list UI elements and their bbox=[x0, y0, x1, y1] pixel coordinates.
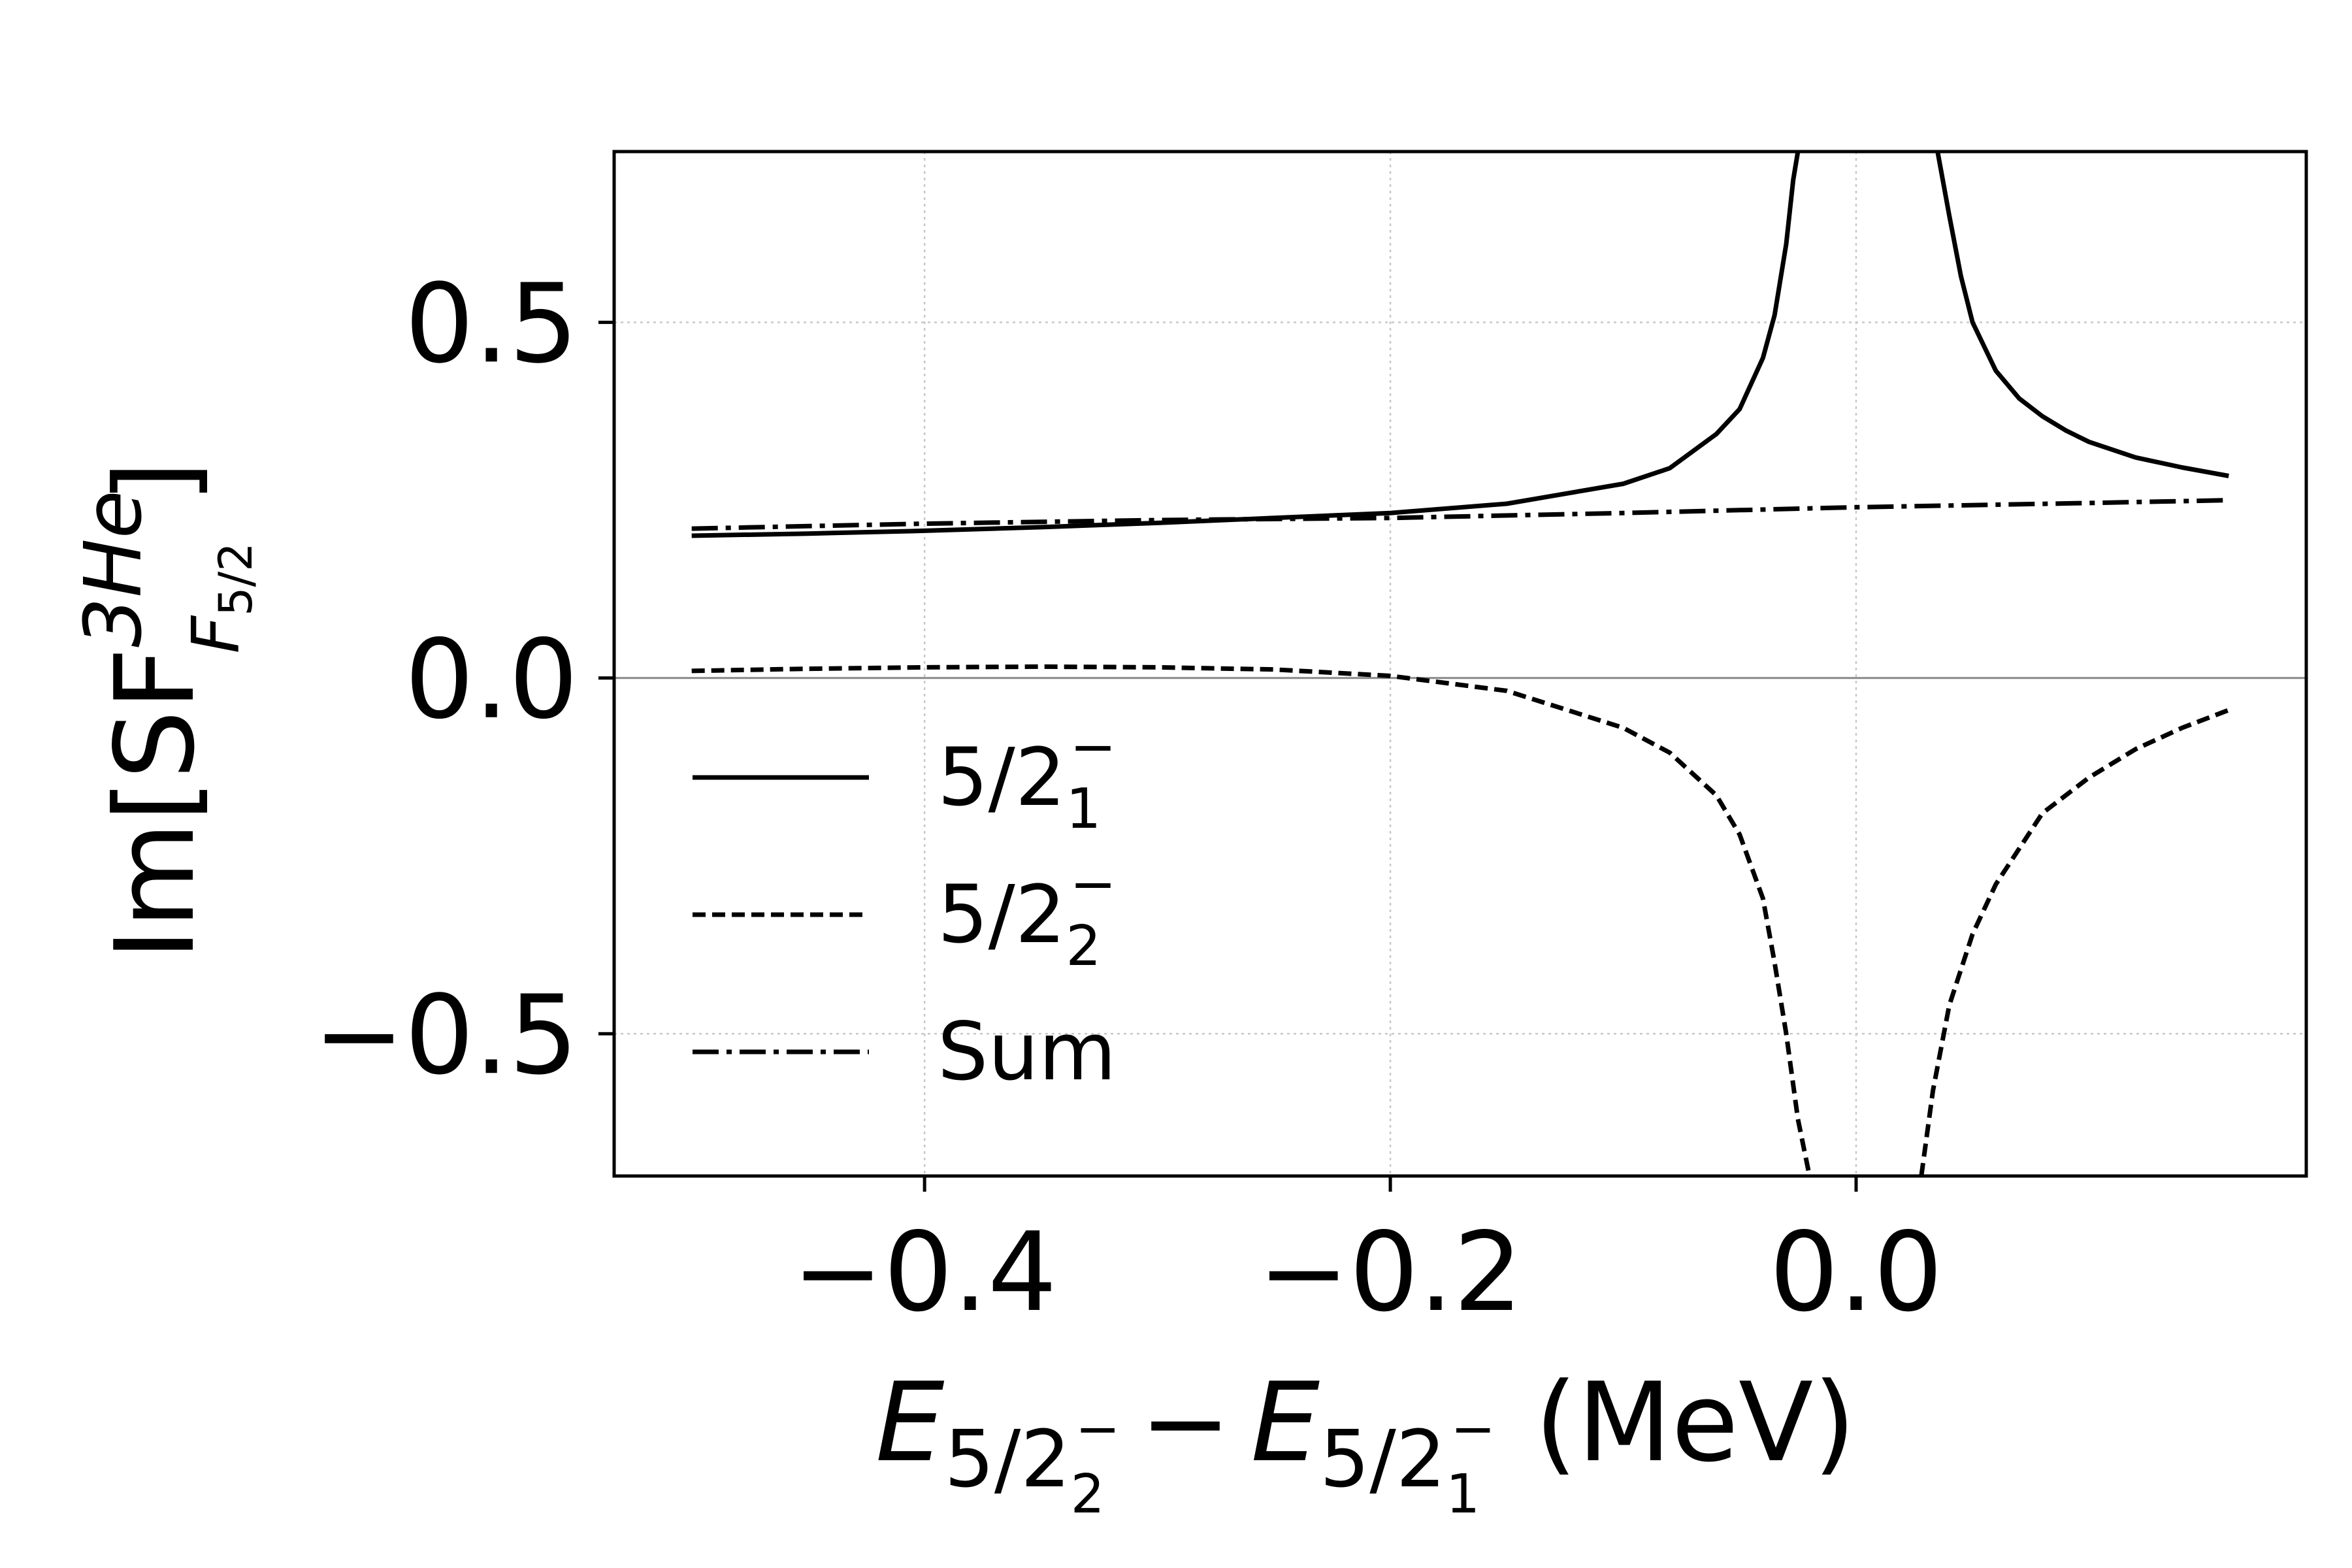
x-axis-label: E5/22− − E5/21− (MeV) bbox=[875, 1360, 1855, 1526]
plot-frame bbox=[612, 150, 2308, 1178]
x-tick-label-2: 0.0 bbox=[1769, 1209, 1943, 1336]
series-line-1-seg-0 bbox=[691, 664, 1812, 1177]
y-axis-label: Im[SF3He F5/2] bbox=[69, 461, 263, 960]
x-tick-label-1: −0.2 bbox=[1258, 1209, 1523, 1336]
y-tick-label-1: 0.0 bbox=[404, 617, 578, 743]
series-line-2-seg-0 bbox=[691, 498, 2229, 531]
series-group bbox=[691, 151, 2230, 1177]
legend: 5/21−5/22− Sum bbox=[693, 715, 1117, 1098]
x-tick-label-0: −0.4 bbox=[792, 1209, 1057, 1336]
y-tick-label-0: −0.5 bbox=[313, 972, 578, 1099]
y-tick-label-2: 0.5 bbox=[404, 261, 578, 387]
series-line-0-seg-0 bbox=[691, 151, 1801, 538]
series-line-0-seg-1 bbox=[1935, 151, 2229, 478]
legend-label-0: 5/21− bbox=[938, 715, 1117, 841]
legend-label-1: 5/22− bbox=[938, 852, 1117, 979]
series-line-1-seg-1 bbox=[1919, 708, 2230, 1177]
legend-label-2: Sum bbox=[938, 1005, 1117, 1098]
ticks: −0.4 −0.2 0.0 −0.5 0.0 0.5 bbox=[313, 261, 1942, 1336]
